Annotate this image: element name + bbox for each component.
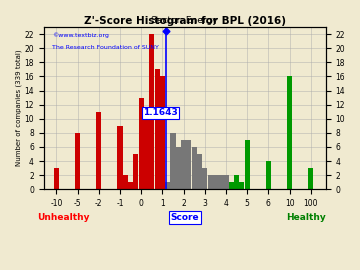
Bar <box>170 133 176 189</box>
Text: The Research Foundation of SUNY: The Research Foundation of SUNY <box>52 45 159 50</box>
Bar <box>160 76 165 189</box>
Bar <box>239 182 244 189</box>
Text: Score: Score <box>170 213 199 222</box>
Bar <box>75 133 80 189</box>
Bar <box>202 168 207 189</box>
Bar <box>245 140 250 189</box>
Y-axis label: Number of companies (339 total): Number of companies (339 total) <box>15 50 22 167</box>
Text: Healthy: Healthy <box>286 213 326 222</box>
Bar <box>139 97 144 189</box>
Bar <box>266 161 271 189</box>
Bar <box>234 175 239 189</box>
Bar <box>96 112 101 189</box>
Text: ©www.textbiz.org: ©www.textbiz.org <box>52 32 109 38</box>
Bar <box>144 119 149 189</box>
Bar <box>181 140 186 189</box>
Bar <box>218 175 223 189</box>
Text: Unhealthy: Unhealthy <box>37 213 90 222</box>
Text: 1.1643: 1.1643 <box>143 108 178 117</box>
Bar <box>308 168 313 189</box>
Bar <box>192 147 197 189</box>
Bar <box>287 76 292 189</box>
Bar <box>186 140 192 189</box>
Bar <box>213 175 218 189</box>
Bar <box>154 69 159 189</box>
Bar <box>165 182 170 189</box>
Bar <box>197 154 202 189</box>
Text: Sector: Energy: Sector: Energy <box>151 16 218 25</box>
Bar <box>128 182 133 189</box>
Bar <box>117 126 122 189</box>
Bar <box>133 154 138 189</box>
Bar <box>149 34 154 189</box>
Bar <box>229 182 234 189</box>
Bar <box>224 175 229 189</box>
Bar <box>54 168 59 189</box>
Bar <box>208 175 213 189</box>
Bar <box>123 175 128 189</box>
Bar <box>176 147 181 189</box>
Title: Z'-Score Histogram for BPL (2016): Z'-Score Histogram for BPL (2016) <box>84 16 285 26</box>
